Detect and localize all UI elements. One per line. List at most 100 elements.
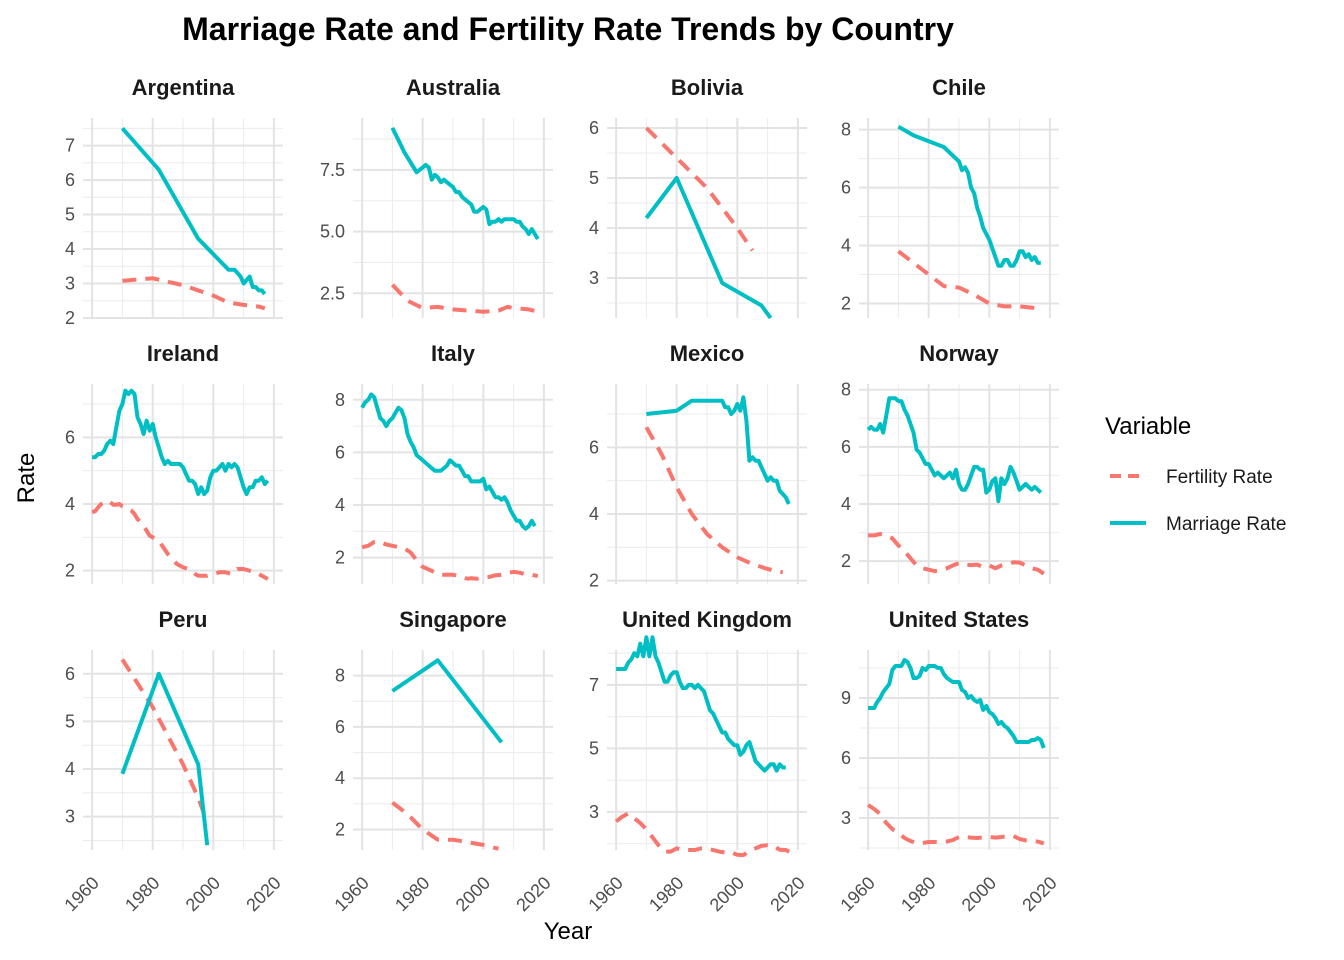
series-line-fertility-rate — [868, 532, 1045, 576]
y-tick-label: 6 — [589, 437, 599, 457]
y-tick-label: 4 — [65, 239, 75, 259]
y-tick-label: 4 — [335, 768, 345, 788]
y-tick-label: 8 — [335, 666, 345, 686]
panel-title: Ireland — [147, 341, 219, 366]
legend-label-fertility-rate: Fertility Rate — [1166, 467, 1273, 488]
y-tick-label: 4 — [335, 495, 345, 515]
y-tick-label: 4 — [589, 218, 599, 238]
y-axis-title: Rate — [13, 453, 40, 504]
series-line-fertility-rate — [897, 249, 1042, 313]
y-tick-label: 2 — [841, 294, 851, 314]
series-line-fertility-rate — [644, 126, 755, 252]
legend-label-marriage-rate: Marriage Rate — [1166, 514, 1286, 535]
y-tick-label: 3 — [589, 802, 599, 822]
y-tick-label: 6 — [335, 717, 345, 737]
series-line-fertility-rate — [614, 811, 793, 858]
y-tick-label: 3 — [65, 274, 75, 294]
y-tick-label: 4 — [841, 236, 851, 256]
series-line-marriage-rate — [391, 658, 504, 744]
x-tick-label: 1960 — [330, 873, 372, 915]
series-line-marriage-rate — [866, 396, 1043, 504]
series-line-marriage-rate — [616, 635, 786, 773]
y-tick-label: 4 — [589, 504, 599, 524]
y-tick-label: 5 — [589, 738, 599, 758]
y-tick-label: 6 — [841, 437, 851, 457]
panel-italy: Italy 2 4 6 8 — [335, 341, 553, 584]
y-tick-label: 4 — [841, 494, 851, 514]
y-tick-label: 2 — [65, 308, 75, 328]
y-tick-label: 8 — [335, 390, 345, 410]
panel-title: Australia — [406, 75, 501, 100]
y-tick-label: 3 — [65, 807, 75, 827]
series-line-fertility-rate — [122, 276, 266, 311]
y-tick-label: 6 — [589, 118, 599, 138]
panel-title: Norway — [919, 341, 999, 366]
panel-norway: Norway 2 4 6 8 — [841, 341, 1059, 584]
panel-singapore: Singapore 2 4 6 8 1960 1980 2000 2020 — [330, 607, 554, 915]
x-axis-title: Year — [544, 918, 593, 945]
x-tick-label: 2020 — [512, 873, 554, 915]
y-tick-label: 6 — [841, 748, 851, 768]
x-tick-label: 1980 — [391, 873, 433, 915]
panel-united-states: United States 3 6 9 1960 1980 2000 2020 — [836, 607, 1060, 915]
series-line-marriage-rate — [868, 658, 1046, 749]
panel-ireland: Ireland 2 4 6 — [65, 341, 283, 584]
series-line-marriage-rate — [360, 392, 537, 531]
panel-argentina: Argentina 2 3 4 5 6 7 — [65, 75, 283, 328]
chart-title: Marriage Rate and Fertility Rate Trends … — [182, 11, 954, 47]
y-tick-label: 6 — [65, 664, 75, 684]
x-tick-label: 2020 — [242, 873, 284, 915]
panel-title: Peru — [159, 607, 208, 632]
series-line-marriage-rate — [120, 126, 267, 296]
x-tick-label: 2000 — [452, 873, 494, 915]
y-tick-label: 4 — [65, 494, 75, 514]
y-tick-label: 2.5 — [320, 283, 345, 303]
series-line-fertility-rate — [120, 658, 207, 815]
series-line-fertility-rate — [867, 803, 1045, 846]
x-tick-label: 2000 — [958, 873, 1000, 915]
series-line-fertility-rate — [391, 801, 499, 851]
y-tick-label: 2 — [335, 548, 345, 568]
y-tick-label: 7 — [589, 675, 599, 695]
panel-bolivia: Bolivia 3 4 5 6 — [589, 75, 807, 320]
legend: Variable Fertility Rate Marriage Rate — [1105, 413, 1286, 535]
y-tick-label: 5 — [589, 168, 599, 188]
y-tick-label: 4 — [65, 759, 75, 779]
series-line-fertility-rate — [390, 283, 539, 314]
series-line-marriage-rate — [390, 127, 540, 241]
x-tick-label: 2020 — [766, 873, 808, 915]
panel-title: Chile — [932, 75, 986, 100]
panel-title: United Kingdom — [622, 607, 792, 632]
panel-title: Bolivia — [671, 75, 744, 100]
panel-title: Singapore — [399, 607, 507, 632]
panel-peru: Peru 3 4 5 6 1960 1980 2000 2020 — [60, 607, 284, 915]
panel-title: Italy — [431, 341, 476, 366]
x-tick-label: 2000 — [706, 873, 748, 915]
panel-mexico: Mexico 2 4 6 — [589, 341, 807, 591]
y-tick-label: 5.0 — [320, 222, 345, 242]
y-tick-label: 3 — [589, 268, 599, 288]
series-line-marriage-rate — [644, 176, 773, 320]
y-tick-label: 2 — [335, 819, 345, 839]
y-tick-label: 8 — [841, 380, 851, 400]
y-tick-label: 6 — [841, 178, 851, 198]
y-tick-label: 8 — [841, 120, 851, 140]
panel-united-kingdom: United Kingdom 3 5 7 1960 1980 2000 2020 — [584, 607, 808, 915]
panel-title: Mexico — [670, 341, 745, 366]
series-line-marriage-rate — [646, 395, 791, 505]
x-tick-label: 1980 — [645, 873, 687, 915]
x-tick-label: 1980 — [897, 873, 939, 915]
x-tick-label: 1960 — [836, 873, 878, 915]
x-tick-label: 1980 — [121, 873, 163, 915]
panel-title: United States — [889, 607, 1030, 632]
y-tick-label: 2 — [589, 571, 599, 591]
series-line-fertility-rate — [91, 498, 269, 581]
panel-australia: Australia 2.5 5.0 7.5 — [320, 75, 553, 318]
y-tick-label: 9 — [841, 688, 851, 708]
y-tick-label: 5 — [65, 711, 75, 731]
x-tick-label: 2000 — [182, 873, 224, 915]
y-tick-label: 2 — [841, 551, 851, 571]
series-line-fertility-rate — [361, 539, 539, 581]
y-tick-label: 6 — [65, 427, 75, 447]
